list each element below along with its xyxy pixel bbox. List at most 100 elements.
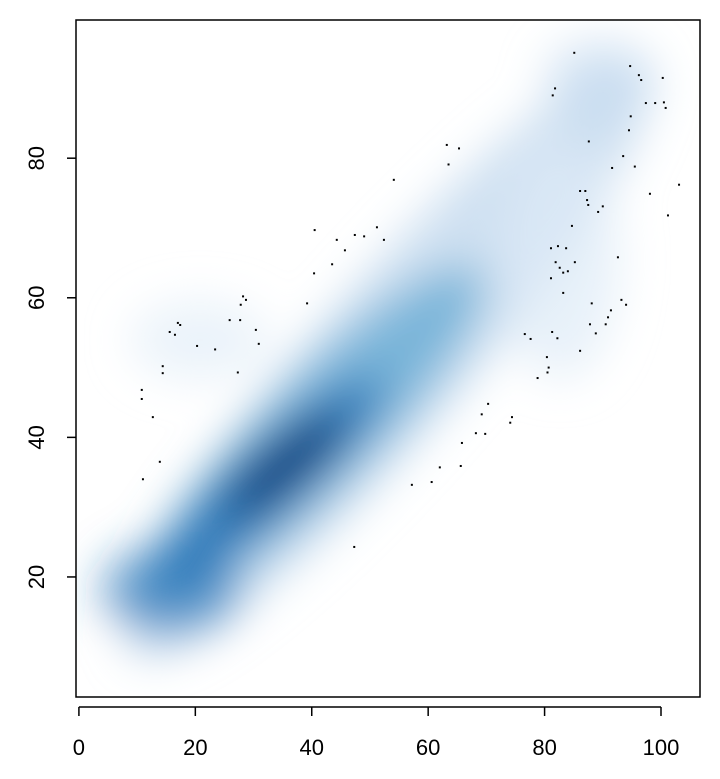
outlier-point [579,349,582,352]
outlier-point [565,247,568,250]
outlier-point [547,366,550,369]
outlier-point [484,432,487,435]
x-tick-label: 100 [643,735,680,760]
outlier-point [158,460,161,463]
outlier-point [616,256,619,259]
outlier-point [447,163,450,166]
outlier-point [313,229,316,232]
outlier-point [214,348,217,351]
outlier-point [579,189,582,192]
outlier-point [458,147,461,150]
outlier-point [637,74,640,77]
outlier-point [392,178,395,181]
outlier-point [480,413,483,416]
outlier-point [445,143,448,146]
outlier-point [343,249,346,252]
outlier-point [597,210,600,213]
outlier-point [335,238,338,241]
outlier-point [666,214,669,217]
outlier-point [587,203,590,206]
outlier-point [648,192,651,195]
outlier-point [629,65,632,68]
outlier-point [562,271,565,274]
outlier-point [151,416,154,419]
outlier-point [558,266,561,269]
outlier-point [141,478,144,481]
outlier-point [353,233,356,236]
outlier-point [625,303,628,306]
outlier-point [654,102,657,105]
outlier-point [509,421,512,424]
outlier-point [662,101,665,104]
outlier-point [257,342,260,345]
outlier-point [239,303,242,306]
outlier-point [590,302,593,305]
outlier-point [228,319,231,322]
outlier-point [629,115,632,118]
outlier-point [601,205,604,208]
outlier-point [573,261,576,264]
outlier-point [556,245,559,248]
density-shading [100,40,655,659]
outlier-point [562,291,565,294]
outlier-point [644,102,647,105]
outlier-point [173,333,176,336]
outlier-point [529,337,532,340]
x-tick-label: 0 [73,735,85,760]
outlier-point [236,371,239,374]
outlier-point [244,298,247,301]
outlier-point [460,441,463,444]
outlier-point [611,166,614,169]
outlier-point [664,106,667,109]
outlier-point [239,319,242,322]
outlier-point [375,226,378,229]
outlier-point [254,328,257,331]
outlier-point [410,483,413,486]
outlier-point [168,330,171,333]
outlier-point [633,165,636,168]
outlier-point [609,309,612,312]
y-tick-label: 20 [24,565,49,589]
plot-frame [75,19,701,698]
outlier-point [549,277,552,280]
y-tick-label: 80 [24,146,49,170]
outlier-point [586,199,589,202]
outlier-point [331,263,334,266]
outlier-point [196,344,199,347]
outlier-point [594,332,597,335]
outlier-point [620,298,623,301]
outlier-point [176,321,179,324]
outlier-point [556,337,559,340]
outlier-point [363,235,366,238]
x-tick-label: 20 [183,735,207,760]
outlier-point [566,270,569,273]
outlier-point [161,372,164,375]
outlier-point [584,189,587,192]
outlier-point [573,51,576,54]
outlier-point [523,333,526,336]
y-tick-label: 40 [24,425,49,449]
outlier-point [588,323,591,326]
outlier-point [438,466,441,469]
outlier-point [570,224,573,227]
outlier-point [549,247,552,250]
outlier-point [140,397,143,400]
outlier-point [242,295,245,298]
x-tick-label: 60 [416,735,440,760]
outlier-point [487,402,490,405]
outlier-point [313,272,316,275]
outlier-point [179,323,182,326]
outlier-point [140,388,143,391]
outlier-point [536,377,539,380]
outlier-point [430,481,433,484]
y-tick-label: 60 [24,286,49,310]
outlier-point [546,371,549,374]
outlier-point [587,140,590,143]
outlier-point [622,155,625,158]
outlier-point [661,76,664,79]
outlier-point [640,79,643,82]
outlier-point [474,432,477,435]
outlier-point [551,94,554,97]
